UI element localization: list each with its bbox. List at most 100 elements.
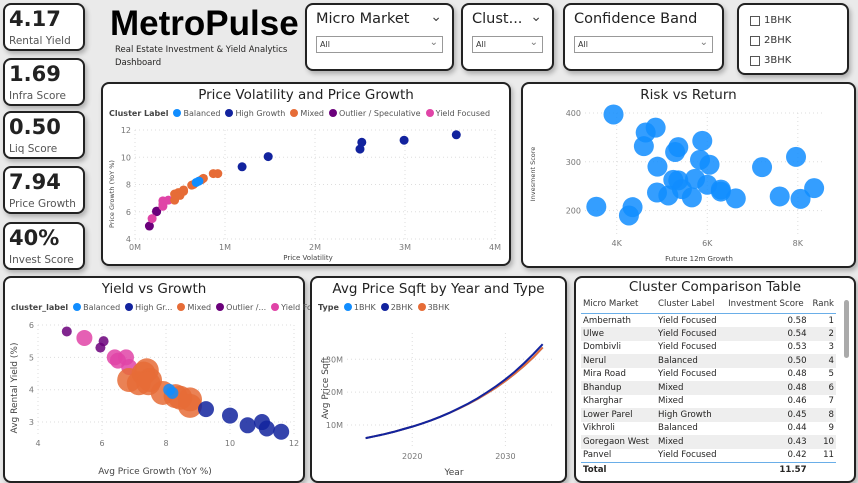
data-point[interactable]	[76, 329, 93, 346]
data-point[interactable]	[263, 152, 273, 162]
data-point[interactable]	[725, 188, 746, 209]
kpi-value: 40%	[9, 226, 60, 250]
column-header[interactable]: Investment Score	[723, 296, 809, 314]
data-point[interactable]	[633, 136, 654, 157]
data-point[interactable]	[786, 146, 807, 167]
table-row[interactable]: Goregaon West Mixed 0.43 10	[581, 435, 836, 449]
data-point[interactable]	[618, 205, 639, 226]
data-point[interactable]	[603, 104, 624, 125]
data-point[interactable]	[152, 206, 162, 216]
chevron-down-icon[interactable]: ⌄	[530, 9, 542, 25]
legend-item[interactable]: High Gr...	[125, 303, 172, 312]
table-cell: 0.48	[787, 369, 807, 380]
data-point[interactable]	[147, 214, 157, 224]
chevron-down-icon[interactable]: ⌄	[430, 9, 442, 25]
legend-item[interactable]: Mixed	[177, 303, 211, 312]
kpi-card: 4.17 Rental Yield	[3, 3, 85, 51]
legend-item[interactable]: High Growth	[225, 109, 285, 118]
kpi-card: 1.69 Infra Score	[3, 58, 85, 106]
x-tick-label: 3M	[399, 243, 411, 252]
legend-item[interactable]: 2BHK	[380, 303, 413, 312]
data-point[interactable]	[61, 326, 72, 337]
column-header[interactable]: Cluster Label	[656, 296, 724, 314]
data-point[interactable]	[710, 181, 731, 202]
y-tick-label: 8	[126, 181, 131, 190]
data-point[interactable]	[357, 137, 367, 147]
data-point[interactable]	[198, 401, 214, 418]
series-line-3bhk[interactable]	[365, 346, 544, 440]
data-point[interactable]	[790, 188, 811, 209]
table-row[interactable]: Ulwe Yield Focused 0.54 2	[581, 327, 836, 341]
data-point[interactable]	[658, 185, 679, 206]
table-scrollbar[interactable]	[844, 300, 849, 358]
data-point[interactable]	[144, 221, 154, 231]
cluster-slicer[interactable]: Clust... ⌄ All ⌄	[461, 3, 554, 71]
data-point[interactable]	[804, 178, 825, 199]
legend-item[interactable]: Balanced	[73, 303, 120, 312]
data-point[interactable]	[451, 130, 461, 140]
legend-item[interactable]: 1BHK	[343, 303, 376, 312]
data-point[interactable]	[699, 154, 720, 175]
data-point[interactable]	[681, 187, 702, 208]
data-point[interactable]	[239, 417, 256, 434]
data-point[interactable]	[213, 169, 223, 179]
legend-item[interactable]: Yield Focused	[425, 109, 490, 118]
legend-marker	[173, 109, 182, 117]
column-header[interactable]: Micro Market	[581, 296, 657, 314]
data-point[interactable]	[647, 156, 668, 177]
legend-item[interactable]: Outlier /...	[216, 303, 266, 312]
table-cell: Mixed	[656, 435, 724, 449]
y-axis-label: Avg Rental Yield (%)	[10, 343, 20, 434]
checkbox-2bhk[interactable]: 2BHK	[750, 35, 791, 46]
data-point[interactable]	[95, 342, 106, 353]
table-title: Cluster Comparison Table	[628, 279, 802, 295]
micro-market-dropdown[interactable]: All ⌄	[316, 36, 443, 53]
series-line-1bhk[interactable]	[365, 346, 544, 440]
confidence-band-slicer[interactable]: Confidence Band All ⌄	[563, 3, 724, 71]
column-header[interactable]: Rank	[808, 296, 836, 314]
legend-item[interactable]: 3BHK	[417, 303, 449, 312]
data-point[interactable]	[355, 144, 365, 154]
data-point[interactable]	[586, 196, 607, 217]
legend-item[interactable]: Mixed	[290, 109, 324, 118]
legend-item[interactable]: Balanced	[173, 109, 220, 118]
kpi-value: 0.50	[9, 115, 61, 139]
chart-title: Risk vs Return	[640, 87, 737, 103]
x-tick-label: 2030	[495, 452, 515, 461]
data-point[interactable]	[399, 135, 409, 145]
price-sqft-line-chart: Avg Price Sqft by Year and Type Type 1BHK…	[310, 276, 567, 483]
data-point[interactable]	[237, 162, 247, 172]
table-row[interactable]: Mira Road Yield Focused 0.48 5	[581, 368, 836, 382]
legend-item[interactable]: Yield Fo...	[271, 303, 319, 312]
data-table: Micro Market Cluster Label Investment Scor…	[581, 296, 836, 478]
table-row[interactable]: Dombivli Yield Focused 0.53 3	[581, 341, 836, 355]
data-point[interactable]	[178, 393, 202, 418]
data-point[interactable]	[258, 420, 275, 437]
table-row[interactable]: Kharghar Mixed 0.46 7	[581, 395, 836, 409]
series-line-2bhk[interactable]	[365, 343, 544, 440]
data-point[interactable]	[273, 423, 290, 440]
table-row[interactable]: Nerul Balanced 0.50 4	[581, 354, 836, 368]
chart-title: Yield vs Growth	[101, 281, 207, 297]
data-point[interactable]	[194, 176, 204, 186]
data-point[interactable]	[752, 157, 773, 178]
data-point[interactable]	[163, 195, 173, 205]
table-row[interactable]: Ambernath Yield Focused 0.58 1	[581, 314, 836, 328]
checkbox-1bhk[interactable]: 1BHK	[750, 15, 791, 26]
data-point[interactable]	[665, 142, 686, 163]
confidence-band-dropdown[interactable]: All ⌄	[574, 36, 713, 53]
legend-title: Type	[318, 303, 339, 312]
data-point[interactable]	[692, 130, 713, 151]
data-point[interactable]	[179, 186, 189, 196]
data-point[interactable]	[769, 186, 790, 207]
data-point[interactable]	[166, 386, 179, 399]
table-row[interactable]: Bhandup Mixed 0.48 6	[581, 381, 836, 395]
legend-item[interactable]: Outlier / Speculative	[328, 109, 421, 118]
table-row[interactable]: Lower Parel High Growth 0.45 8	[581, 408, 836, 422]
cluster-dropdown[interactable]: All ⌄	[472, 36, 543, 53]
table-row[interactable]: Panvel Yield Focused 0.42 11	[581, 449, 836, 463]
micro-market-slicer[interactable]: Micro Market ⌄ All ⌄	[305, 3, 454, 71]
checkbox-3bhk[interactable]: 3BHK	[750, 55, 791, 66]
table-row[interactable]: Vikhroli Balanced 0.44 9	[581, 422, 836, 436]
data-point[interactable]	[222, 407, 238, 424]
